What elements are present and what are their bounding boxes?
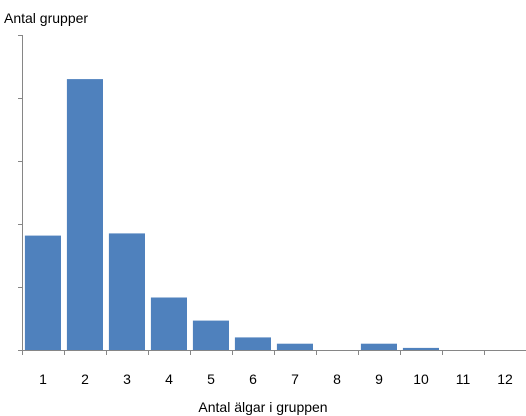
- x-tick-label-10: 10: [413, 371, 429, 387]
- x-tick-labels-group: 1 2 3 4 5 6 7 8 9 10 11 12: [39, 371, 513, 387]
- bar-5: [192, 320, 229, 350]
- x-axis-title: Antal älgar i gruppen: [198, 399, 328, 415]
- x-tick-label-11: 11: [456, 371, 471, 387]
- x-tick-label-8: 8: [333, 371, 341, 387]
- bar-1: [24, 235, 61, 350]
- x-tick-label-2: 2: [81, 371, 89, 387]
- x-tick-label-6: 6: [249, 371, 257, 387]
- x-tick-label-7: 7: [291, 371, 299, 387]
- x-tick-label-12: 12: [497, 371, 513, 387]
- y-axis-title: Antal grupper: [4, 10, 89, 26]
- x-tick-label-1: 1: [39, 371, 47, 387]
- bar-9: [360, 343, 397, 350]
- bar-4: [150, 297, 187, 350]
- bars-group: [24, 79, 439, 350]
- bar-10: [402, 347, 439, 350]
- x-tick-label-9: 9: [375, 371, 383, 387]
- bar-3: [108, 233, 145, 350]
- x-tick-label-5: 5: [207, 371, 215, 387]
- bar-7: [276, 343, 313, 350]
- x-tick-label-4: 4: [165, 371, 173, 387]
- bar-6: [234, 337, 271, 350]
- x-tick-label-3: 3: [123, 371, 131, 387]
- bar-2: [66, 79, 103, 350]
- axes-group: [18, 35, 526, 355]
